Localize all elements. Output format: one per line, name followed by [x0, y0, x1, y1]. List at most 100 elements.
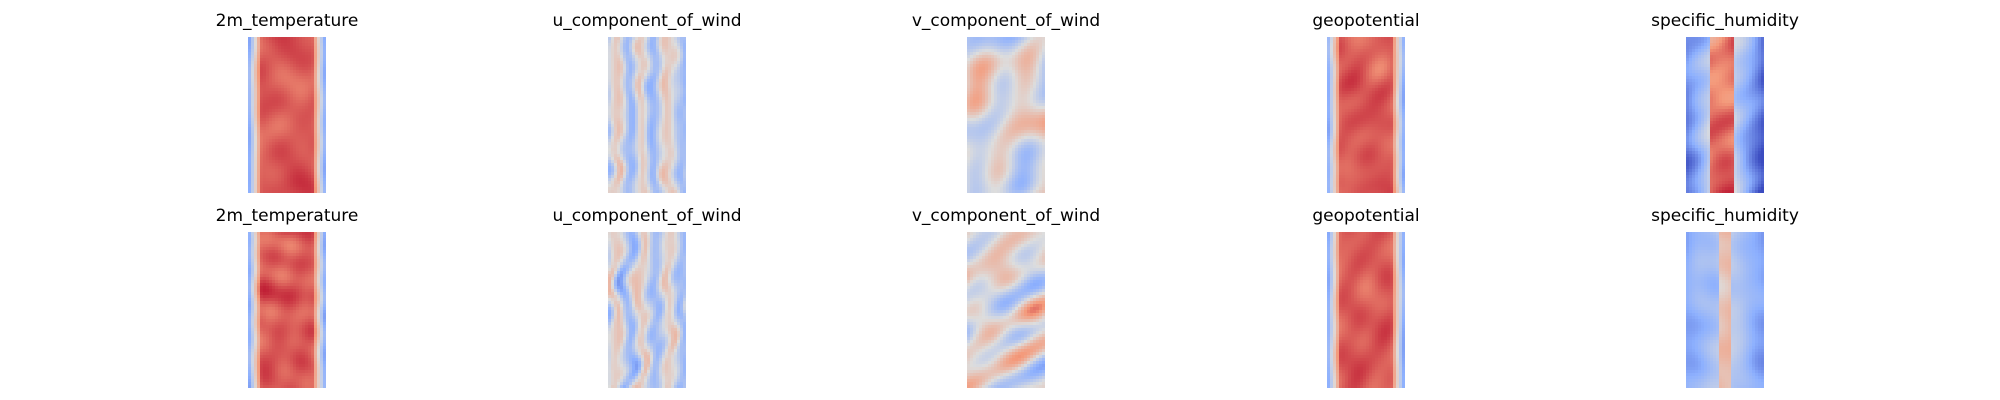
heatmap-cell: [677, 67, 680, 70]
heatmap-cell: [1042, 181, 1045, 184]
heatmap-cell: [1390, 58, 1393, 61]
heatmap-cell: [638, 136, 641, 139]
heatmap-cell: [260, 64, 263, 67]
heatmap-cell: [1000, 46, 1003, 49]
heatmap-cell: [650, 55, 653, 58]
heatmap-cell: [1351, 130, 1354, 133]
heatmap-cell: [1009, 73, 1012, 76]
heatmap-cell: [278, 151, 281, 154]
heatmap-cell: [320, 40, 323, 43]
heatmap-cell: [254, 178, 257, 181]
heatmap-cell: [970, 88, 973, 91]
heatmap-cell: [653, 43, 656, 46]
heatmap-cell: [257, 172, 260, 175]
heatmap-cell: [320, 64, 323, 67]
heatmap-cell: [970, 181, 973, 184]
heatmap-cell: [323, 79, 326, 82]
heatmap-cell: [1345, 127, 1348, 130]
heatmap-cell: [1042, 40, 1045, 43]
heatmap-cell: [263, 190, 266, 193]
heatmap-cell: [293, 172, 296, 175]
heatmap-cell: [650, 166, 653, 169]
heatmap-cell: [632, 142, 635, 145]
heatmap-cell: [290, 130, 293, 133]
heatmap-cell: [308, 55, 311, 58]
heatmap-cell: [1345, 73, 1348, 76]
heatmap-cell: [982, 118, 985, 121]
heatmap-cell: [275, 58, 278, 61]
heatmap-cell: [251, 40, 254, 43]
heatmap-cell: [683, 91, 686, 94]
heatmap-cell: [671, 58, 674, 61]
heatmap-cell: [251, 61, 254, 64]
heatmap-cell: [323, 91, 326, 94]
heatmap-cell: [668, 58, 671, 61]
heatmap-cell: [254, 103, 257, 106]
heatmap-cell: [1372, 121, 1375, 124]
heatmap-cell: [671, 52, 674, 55]
heatmap-cell: [1033, 58, 1036, 61]
heatmap-cell: [314, 58, 317, 61]
heatmap-cell: [617, 136, 620, 139]
heatmap-cell: [278, 172, 281, 175]
heatmap-cell: [626, 145, 629, 148]
heatmap-cell: [982, 127, 985, 130]
heatmap-cell: [970, 112, 973, 115]
heatmap-cell: [1399, 106, 1402, 109]
heatmap-cell: [994, 112, 997, 115]
heatmap-cell: [287, 163, 290, 166]
heatmap-cell: [278, 187, 281, 190]
heatmap-cell: [1006, 160, 1009, 163]
heatmap-cell: [266, 46, 269, 49]
heatmap-cell: [635, 142, 638, 145]
heatmap-cell: [1018, 55, 1021, 58]
heatmap-cell: [638, 61, 641, 64]
heatmap-cell: [967, 139, 970, 142]
heatmap-cell: [635, 79, 638, 82]
heatmap-cell: [290, 187, 293, 190]
heatmap-cell: [985, 109, 988, 112]
heatmap-cell: [1036, 82, 1039, 85]
heatmap-cell: [302, 52, 305, 55]
heatmap-cell: [659, 166, 662, 169]
heatmap-cell: [647, 67, 650, 70]
heatmap-cell: [653, 157, 656, 160]
heatmap-cell: [266, 154, 269, 157]
heatmap-cell: [608, 58, 611, 61]
heatmap-cell: [281, 76, 284, 79]
heatmap-cell: [317, 118, 320, 121]
heatmap-cell: [1363, 70, 1366, 73]
heatmap-cell: [1357, 91, 1360, 94]
heatmap-cell: [1009, 130, 1012, 133]
heatmap-cell: [967, 76, 970, 79]
heatmap-cell: [1024, 190, 1027, 193]
heatmap-cell: [308, 109, 311, 112]
heatmap-cell: [248, 43, 251, 46]
heatmap-cell: [991, 100, 994, 103]
heatmap-cell: [1042, 136, 1045, 139]
heatmap-cell: [662, 37, 665, 40]
heatmap-cell: [1354, 139, 1357, 142]
heatmap-cell: [1357, 109, 1360, 112]
heatmap-cell: [665, 124, 668, 127]
heatmap-cell: [614, 187, 617, 190]
heatmap-cell: [626, 94, 629, 97]
heatmap-cell: [1345, 130, 1348, 133]
heatmap-cell: [293, 94, 296, 97]
heatmap-cell: [1015, 55, 1018, 58]
heatmap-cell: [263, 67, 266, 70]
heatmap-cell: [278, 67, 281, 70]
panel-title: geopotential: [1312, 11, 1420, 31]
heatmap-cell: [1024, 46, 1027, 49]
heatmap-cell: [1330, 61, 1333, 64]
heatmap-cell: [1012, 43, 1015, 46]
heatmap-cell: [1399, 133, 1402, 136]
heatmap-cell: [281, 109, 284, 112]
heatmap-cell: [674, 160, 677, 163]
heatmap-cell: [1330, 46, 1333, 49]
heatmap-cell: [653, 52, 656, 55]
heatmap-cell: [1012, 115, 1015, 118]
heatmap-cell: [323, 85, 326, 88]
heatmap-cell: [671, 79, 674, 82]
heatmap-cell: [1018, 151, 1021, 154]
